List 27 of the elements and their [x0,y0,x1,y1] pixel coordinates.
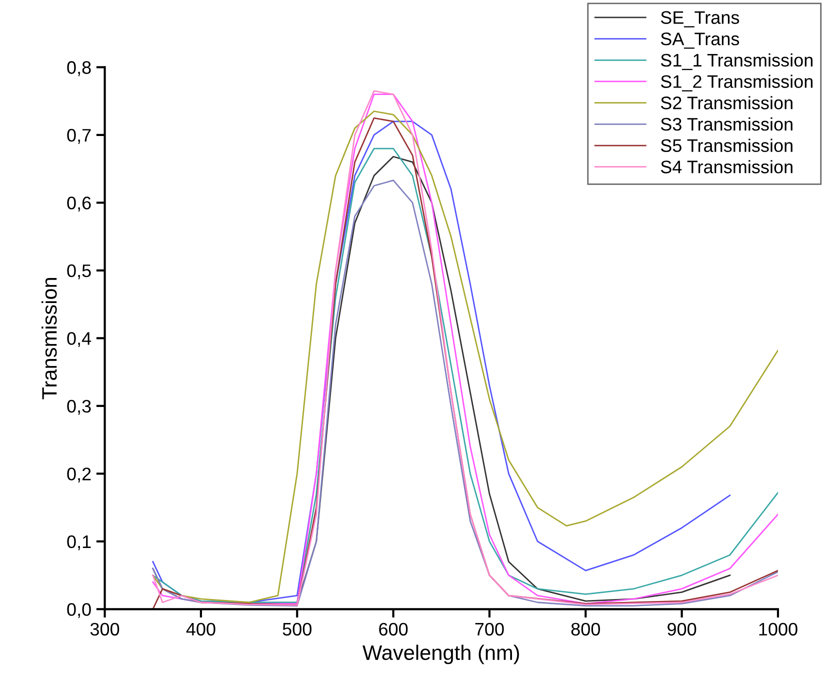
y-axis-title: Transmission [42,278,57,400]
y-tick-label: 0,4 [67,332,92,348]
x-tick-label: 700 [475,622,504,636]
legend-label: S2 Transmission [660,96,792,110]
legend-label: SE_Trans [660,11,740,28]
y-tick-label: 0,1 [67,535,91,550]
y-tick-label: 0,3 [67,400,91,415]
legend-label: S4 Transmission [660,160,792,174]
x-tick-label: 500 [282,622,312,636]
y-tick-label: 0,2 [67,468,91,483]
legend-label: S1_2 Transmission [660,74,812,92]
legend-label: S5 Transmission [660,138,792,152]
x-tick-label: 900 [668,622,696,636]
x-tick-label: 300 [90,622,120,636]
y-tick-label: 0,8 [67,61,91,76]
x-tick-label: 1000 [759,622,798,636]
x-tick-label: 600 [379,622,408,636]
x-tick-label: 800 [571,622,600,636]
legend-label: SA_Trans [660,32,740,49]
y-tick-label: 0,7 [67,128,91,144]
y-tick-label: 0,0 [67,603,91,618]
x-axis-title: Wavelength (nm) [362,644,520,664]
legend-label: S1_1 Transmission [660,53,812,70]
y-tick-label: 0,5 [67,264,91,280]
legend-label: S3 Transmission [660,117,792,131]
y-tick-label: 0,6 [67,196,91,212]
x-tick-label: 400 [186,622,216,636]
